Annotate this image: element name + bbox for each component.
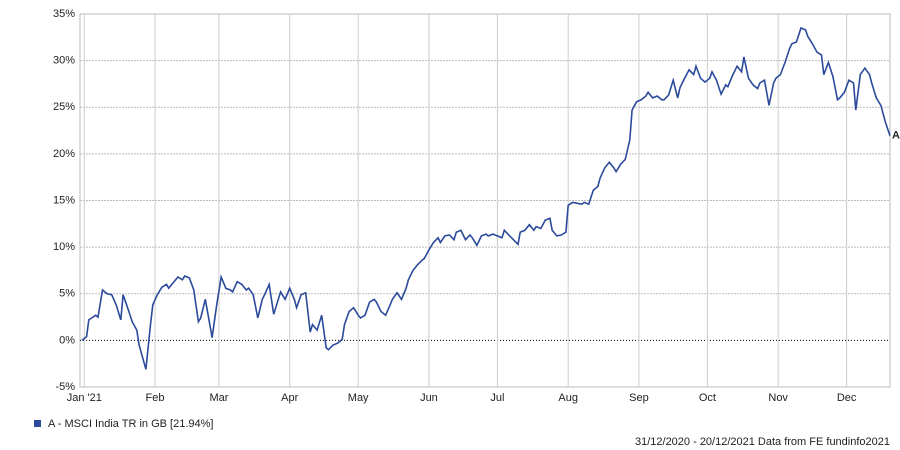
- series-line: [81, 26, 891, 370]
- legend-label: A - MSCI India TR in GB [21.94%]: [48, 418, 213, 430]
- x-tick-label: Sep: [629, 392, 649, 404]
- x-tick-label: Jun: [420, 392, 438, 404]
- x-tick-label: Dec: [837, 392, 857, 404]
- x-tick-label: Apr: [281, 392, 298, 404]
- y-tick-label: 10%: [53, 241, 75, 253]
- x-tick-label: May: [348, 392, 369, 404]
- x-tick-label: Jan '21: [67, 392, 102, 404]
- x-tick-label: Feb: [146, 392, 165, 404]
- x-tick-label: Mar: [209, 392, 228, 404]
- y-tick-label: 5%: [59, 288, 75, 300]
- x-tick-label: Nov: [768, 392, 788, 404]
- y-tick-label: 30%: [53, 55, 75, 67]
- footer: 31/12/2020 - 20/12/2021 Data from FE fun…: [635, 436, 890, 448]
- legend-swatch: [34, 420, 41, 427]
- x-tick-label: Jul: [490, 392, 504, 404]
- y-tick-label: 35%: [53, 8, 75, 20]
- y-tick-label: -5%: [55, 381, 75, 393]
- y-tick-label: 0%: [59, 334, 75, 346]
- y-tick-label: 15%: [53, 194, 75, 206]
- y-tick-label: 20%: [53, 148, 75, 160]
- series-end-label: A: [892, 130, 900, 142]
- y-tick-label: 25%: [53, 101, 75, 113]
- x-tick-label: Oct: [699, 392, 716, 404]
- x-tick-label: Aug: [558, 392, 578, 404]
